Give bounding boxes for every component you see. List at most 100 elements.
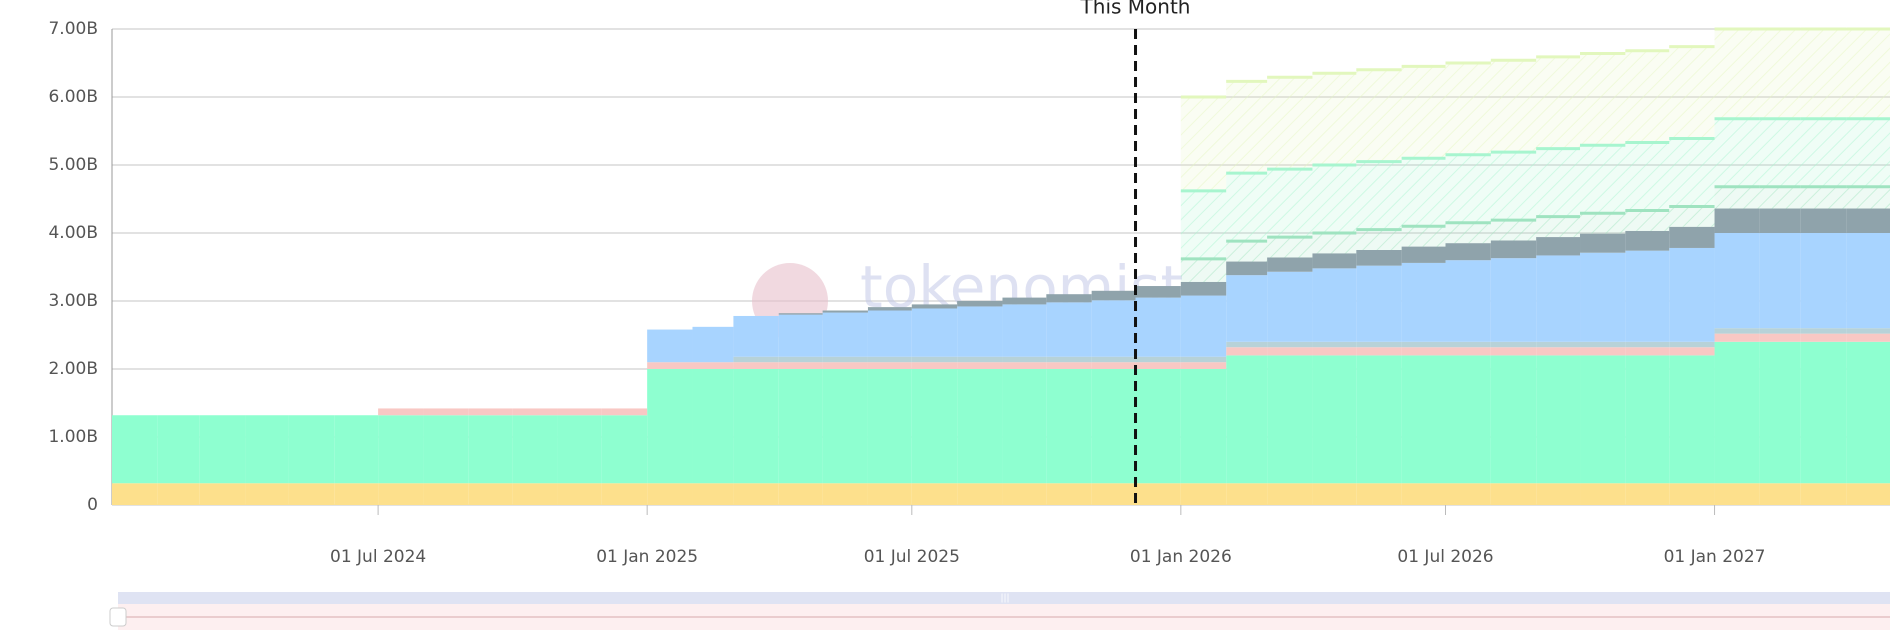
area-step (1759, 483, 1801, 505)
area-step (1046, 369, 1092, 484)
area-step (1226, 275, 1268, 342)
projected-area (1267, 77, 1313, 170)
area-step (378, 415, 424, 484)
projected-area (1401, 158, 1446, 227)
area-step (1401, 246, 1446, 263)
area-step (1091, 483, 1136, 505)
area-step (692, 362, 734, 369)
area-step (1669, 341, 1715, 348)
area-step (157, 483, 200, 505)
projected-area (1800, 118, 1847, 187)
area-step (778, 313, 823, 315)
area-step (647, 362, 693, 369)
projected-area (1669, 138, 1715, 207)
y-tick-label: 7.00B (48, 19, 98, 39)
area-step (1002, 483, 1047, 505)
area-step (601, 483, 648, 505)
area-step (957, 306, 1003, 357)
area-step (1356, 265, 1402, 342)
area-step (822, 312, 868, 357)
y-tick-label: 5.00B (48, 155, 98, 175)
area-step (557, 483, 602, 505)
projected-area (1180, 97, 1227, 191)
area-step (1490, 483, 1537, 505)
area-step (1714, 333, 1760, 342)
projected-area (1625, 50, 1670, 143)
area-step (1800, 208, 1847, 233)
area-step (867, 356, 912, 363)
area-step (1312, 355, 1357, 484)
projected-area (1267, 237, 1313, 258)
area-step (1312, 483, 1357, 505)
projected-area (1226, 81, 1268, 174)
area-step (468, 483, 513, 505)
area-step (423, 483, 469, 505)
area-step (1800, 341, 1847, 484)
area-step (245, 415, 289, 484)
area-step (512, 483, 558, 505)
area-step (692, 483, 734, 505)
area-step (1046, 356, 1092, 363)
area-step (867, 307, 912, 311)
area-step (1800, 333, 1847, 342)
projected-area (1714, 186, 1760, 209)
projected-area (1669, 46, 1715, 139)
area-step (1625, 230, 1670, 251)
area-step (1625, 250, 1670, 342)
projected-area (1490, 60, 1537, 153)
area-step (112, 415, 158, 484)
area-step (692, 326, 734, 363)
area-step (957, 356, 1003, 363)
area-step (1490, 347, 1537, 356)
navigator[interactable]: ||| (109, 592, 1890, 630)
projected-area (1625, 210, 1670, 231)
area-step (957, 483, 1003, 505)
projected-area (1356, 69, 1402, 162)
navigator-handle[interactable] (109, 607, 127, 627)
area-step (1846, 333, 1890, 342)
y-tick-label: 2.00B (48, 359, 98, 379)
area-step (911, 304, 958, 309)
area-step (1759, 208, 1801, 233)
area-step (1356, 341, 1402, 348)
area-step (1180, 362, 1227, 369)
projected-area (1401, 66, 1446, 159)
area-step (1625, 341, 1670, 348)
area-step (1312, 253, 1357, 269)
area-step (1714, 341, 1760, 484)
area-step (1625, 347, 1670, 356)
area-step (1490, 355, 1537, 484)
area-step (423, 415, 469, 484)
area-step (778, 356, 823, 363)
x-tick-label: 01 Jul 2026 (1397, 547, 1493, 567)
area-step (1180, 369, 1227, 484)
area-step (1490, 258, 1537, 342)
area-step (1046, 294, 1092, 303)
area-step (1267, 271, 1313, 342)
area-step (1180, 295, 1227, 357)
area-step (1800, 233, 1847, 329)
area-step (1135, 362, 1181, 369)
y-tick-label: 0 (87, 495, 98, 515)
navigator-bar[interactable] (118, 592, 1890, 604)
y-tick-label: 1.00B (48, 427, 98, 447)
area-step (1226, 341, 1268, 348)
area-step (378, 408, 424, 416)
area-step (1135, 369, 1181, 484)
area-step (245, 483, 289, 505)
area-step (822, 369, 868, 484)
area-step (468, 408, 513, 416)
area-step (423, 408, 469, 416)
area-step (1401, 355, 1446, 484)
area-step (1356, 483, 1402, 505)
area-step (1091, 369, 1136, 484)
area-step (1800, 483, 1847, 505)
area-step (557, 408, 602, 416)
area-step (1180, 483, 1227, 505)
area-step (1091, 290, 1136, 301)
area-step (157, 415, 200, 484)
projected-area (1714, 118, 1760, 187)
projected-area (1180, 258, 1227, 282)
projected-area (1180, 190, 1227, 259)
area-step (199, 483, 246, 505)
